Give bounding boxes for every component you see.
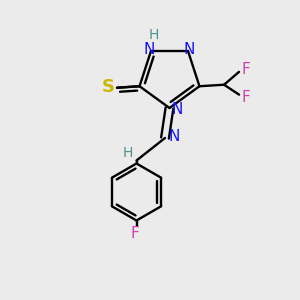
Text: N: N bbox=[184, 42, 195, 57]
Text: N: N bbox=[171, 102, 183, 117]
Text: N: N bbox=[144, 42, 155, 57]
Text: F: F bbox=[242, 89, 250, 104]
Text: S: S bbox=[102, 78, 115, 96]
Text: F: F bbox=[242, 62, 250, 77]
Text: H: H bbox=[123, 146, 133, 160]
Text: N: N bbox=[168, 129, 180, 144]
Text: F: F bbox=[130, 226, 140, 241]
Text: H: H bbox=[149, 28, 159, 41]
